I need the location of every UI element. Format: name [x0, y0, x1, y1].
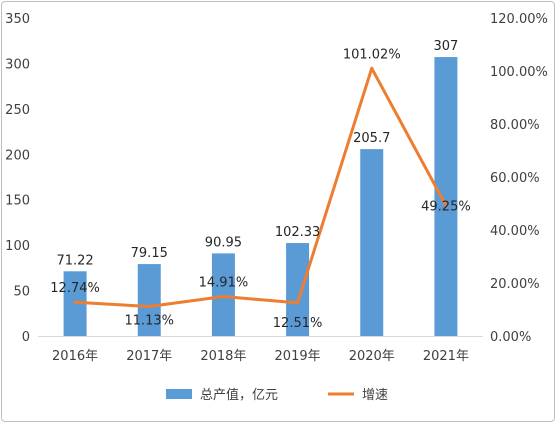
growth-point [73, 300, 77, 304]
left-axis-tick-label: 350 [5, 12, 30, 27]
x-axis-tick-label: 2019年 [275, 349, 321, 364]
x-axis-tick-label: 2021年 [423, 349, 469, 364]
growth-value-label: 11.13% [124, 314, 174, 329]
growth-value-label: 101.02% [343, 47, 401, 62]
left-axis-tick-label: 100 [5, 239, 30, 254]
bar [434, 57, 458, 336]
legend-label-bar: 总产值，亿元 [200, 387, 278, 403]
left-axis-tick-label: 200 [5, 148, 30, 163]
growth-point [221, 294, 225, 298]
x-axis-tick-label: 2020年 [349, 349, 395, 364]
axis-layer: 0 50 100 150 200 250 300 350 0.00% 20.00% 40.00% 60… [5, 12, 548, 364]
growth-value-label: 12.51% [273, 316, 323, 331]
left-axis-tick-label: 50 [13, 285, 30, 300]
left-axis-tick-label: 150 [5, 194, 30, 209]
x-axis-tick-label: 2017年 [126, 349, 172, 364]
bar-value-label: 71.22 [56, 253, 93, 268]
left-axis-tick-label: 0 [22, 330, 30, 345]
growth-point [147, 305, 151, 309]
line-layer [73, 66, 448, 309]
growth-value-label: 12.74% [50, 281, 100, 296]
bar-value-label: 79.15 [131, 246, 168, 261]
growth-point [370, 66, 374, 70]
bar [137, 264, 161, 336]
growth-point [296, 301, 300, 305]
bar [211, 253, 235, 336]
bars-layer [63, 57, 458, 336]
x-axis-tick-label: 2016年 [52, 349, 98, 364]
bar [286, 243, 310, 336]
legend-label-line: 增速 [362, 388, 388, 403]
right-axis-tick-label: 80.00% [490, 118, 540, 133]
left-axis-tick-label: 250 [5, 103, 30, 118]
right-axis-tick-label: 40.00% [490, 224, 540, 239]
right-axis-tick-label: 20.00% [490, 277, 540, 292]
right-axis-tick-label: 100.00% [490, 65, 548, 80]
left-axis-tick-label: 300 [5, 57, 30, 72]
growth-line [74, 66, 448, 309]
growth-point [444, 203, 448, 207]
legend-swatch-bar [166, 389, 192, 399]
growth-value-label: 14.91% [199, 275, 249, 290]
growth-value-label: 49.25% [421, 199, 471, 214]
data-labels-layer: 71.22 79.15 90.95 102.33 205.7 307 12.74% 11.13… [50, 39, 470, 331]
bar [360, 149, 384, 336]
bar-value-label: 205.7 [353, 131, 390, 146]
right-axis-tick-label: 0.00% [490, 330, 531, 345]
bar-value-label: 307 [434, 39, 459, 54]
x-axis-tick-label: 2018年 [200, 349, 246, 364]
legend: 总产值，亿元 增速 [166, 387, 388, 403]
right-axis-tick-label: 60.00% [490, 171, 540, 186]
bar-value-label: 90.95 [205, 235, 242, 250]
bar-value-label: 102.33 [275, 225, 321, 240]
right-axis-tick-label: 120.00% [490, 12, 548, 27]
